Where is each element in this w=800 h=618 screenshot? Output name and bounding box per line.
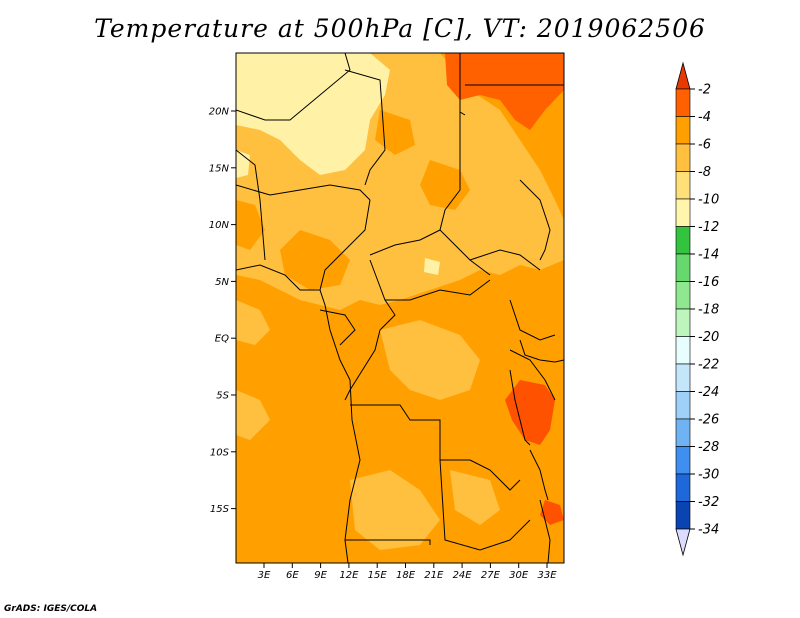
border-niger-nigeria <box>236 184 371 201</box>
field-patch-m8-m6-s2 <box>380 320 480 400</box>
latitude-axis: 20N 15N 10N 5N EQ 5S 10S 15S <box>209 107 236 515</box>
border-sudan-ethiopia <box>519 179 551 261</box>
colorbar-label: -30 <box>698 468 719 483</box>
colorbar-label: -2 <box>698 83 711 98</box>
border-zambia <box>439 459 531 551</box>
lon-tick-label: 18E <box>396 570 416 581</box>
lat-tick-label: 10N <box>209 220 230 231</box>
lon-tick-label: 9E <box>314 570 327 581</box>
border-mozambique <box>539 499 551 563</box>
lon-tick-label: 6E <box>286 570 299 581</box>
border-congo-drc <box>344 299 396 401</box>
colorbar-bottom-arrow <box>675 528 691 557</box>
border-lake-tanganyika <box>509 369 531 446</box>
border-drc-zambia <box>469 459 521 491</box>
lat-tick-label: 20N <box>209 107 230 118</box>
colorbar-label: -16 <box>698 275 719 290</box>
colorbar-segment <box>675 253 691 282</box>
colorbar-top-arrow <box>675 61 691 90</box>
colorbar-segment <box>675 143 691 172</box>
border-tanzania <box>509 349 556 401</box>
border-drc-angola <box>350 404 470 461</box>
lon-tick-label: 3E <box>258 570 271 581</box>
lat-tick-label: EQ <box>215 334 229 345</box>
field-patch-m4-m2-se <box>540 500 564 525</box>
colorbar-segment <box>675 281 691 310</box>
colorbar-label: -20 <box>698 330 719 345</box>
border-libya-niger-chad <box>344 69 386 186</box>
colorbar-label: -8 <box>698 165 711 180</box>
border-angola-namibia <box>345 539 431 545</box>
chart-title: Temperature at 500hPa [C], VT: 201906250… <box>94 14 706 43</box>
field-patch-m8-m6-s1 <box>236 300 270 345</box>
border-east-africa-2 <box>519 339 564 363</box>
border-coast-gulf <box>236 264 361 563</box>
field-patch-m6-m4-3 <box>236 200 265 250</box>
colorbar-segment <box>675 171 691 200</box>
field-patch-m6-m4-2 <box>420 160 470 210</box>
lon-tick-label: 33E <box>537 570 557 581</box>
colorbar-label: -18 <box>698 303 719 318</box>
grads-credit: GrADS: IGES/COLA <box>4 604 98 614</box>
colorbar-label: -32 <box>698 495 719 510</box>
lat-tick-label: 15N <box>209 163 230 174</box>
colorbar-segment <box>675 308 691 337</box>
lat-tick-label: 5S <box>216 391 229 402</box>
colorbar-segment <box>675 418 691 447</box>
lon-tick-label: 12E <box>339 570 359 581</box>
country-borders <box>236 53 564 563</box>
colorbar-label: -26 <box>698 413 719 428</box>
colorbar-segment <box>675 446 691 475</box>
colorbar-label: -6 <box>698 138 711 153</box>
field-patch-m8-m6-s5 <box>450 470 500 525</box>
field-region-m10-m8-nw <box>236 53 390 175</box>
field-patch-m8-m6-s3 <box>236 390 270 440</box>
map-frame-border <box>235 52 565 564</box>
field-region-m4-m2-east <box>505 380 555 445</box>
colorbar-segment <box>675 473 691 502</box>
field-patch-m10-m8-3 <box>236 150 250 178</box>
colorbar: -2 -4 -6 -8 -10 -12 -14 -16 -18 -20 -22 -24 -26 -28 -3… <box>675 61 719 557</box>
border-uganda-kenya <box>509 299 556 341</box>
temperature-field <box>236 53 564 563</box>
colorbar-segment <box>675 391 691 420</box>
colorbar-label: -24 <box>698 385 719 400</box>
colorbar-label: -22 <box>698 358 719 373</box>
field-patch-m8-m6-s4 <box>350 470 440 550</box>
border-lake-malawi <box>529 449 549 501</box>
colorbar-label: -28 <box>698 440 719 455</box>
field-patch-m6-m4-1 <box>280 230 350 290</box>
lat-tick-label: 10S <box>210 447 230 458</box>
colorbar-segment <box>675 88 691 117</box>
lon-tick-label: 21E <box>424 570 444 581</box>
colorbar-label: -34 <box>698 523 719 538</box>
border-car-drc <box>369 259 491 301</box>
colorbar-label: -14 <box>698 248 719 263</box>
border-chad-car <box>369 229 441 256</box>
lon-tick-label: 24E <box>453 570 473 581</box>
field-region-m4-m2-ne <box>445 53 564 130</box>
field-patch-m10-m8-2 <box>424 258 440 275</box>
border-nigeria-cameroon <box>319 199 371 291</box>
border-gabon <box>319 309 356 346</box>
lon-tick-label: 30E <box>509 570 529 581</box>
border-south-sudan <box>469 249 541 271</box>
longitude-axis: 3E 6E 9E 12E 15E 18E 21E 24E 27E 30E 33E <box>258 563 557 581</box>
colorbar-segment <box>675 501 691 530</box>
colorbar-label: -12 <box>698 220 719 235</box>
border-algeria-libya <box>236 53 351 121</box>
border-westafrica <box>236 149 266 261</box>
lat-tick-label: 5N <box>215 277 229 288</box>
colorbar-segment <box>675 116 691 145</box>
lat-tick-label: 15S <box>210 504 230 515</box>
lon-tick-label: 27E <box>481 570 501 581</box>
colorbar-segment <box>675 226 691 255</box>
colorbar-label: -10 <box>698 193 719 208</box>
colorbar-segment <box>675 336 691 365</box>
colorbar-segment <box>675 198 691 227</box>
colorbar-label: -4 <box>698 110 711 125</box>
lon-tick-label: 15E <box>368 570 388 581</box>
colorbar-segment <box>675 363 691 392</box>
